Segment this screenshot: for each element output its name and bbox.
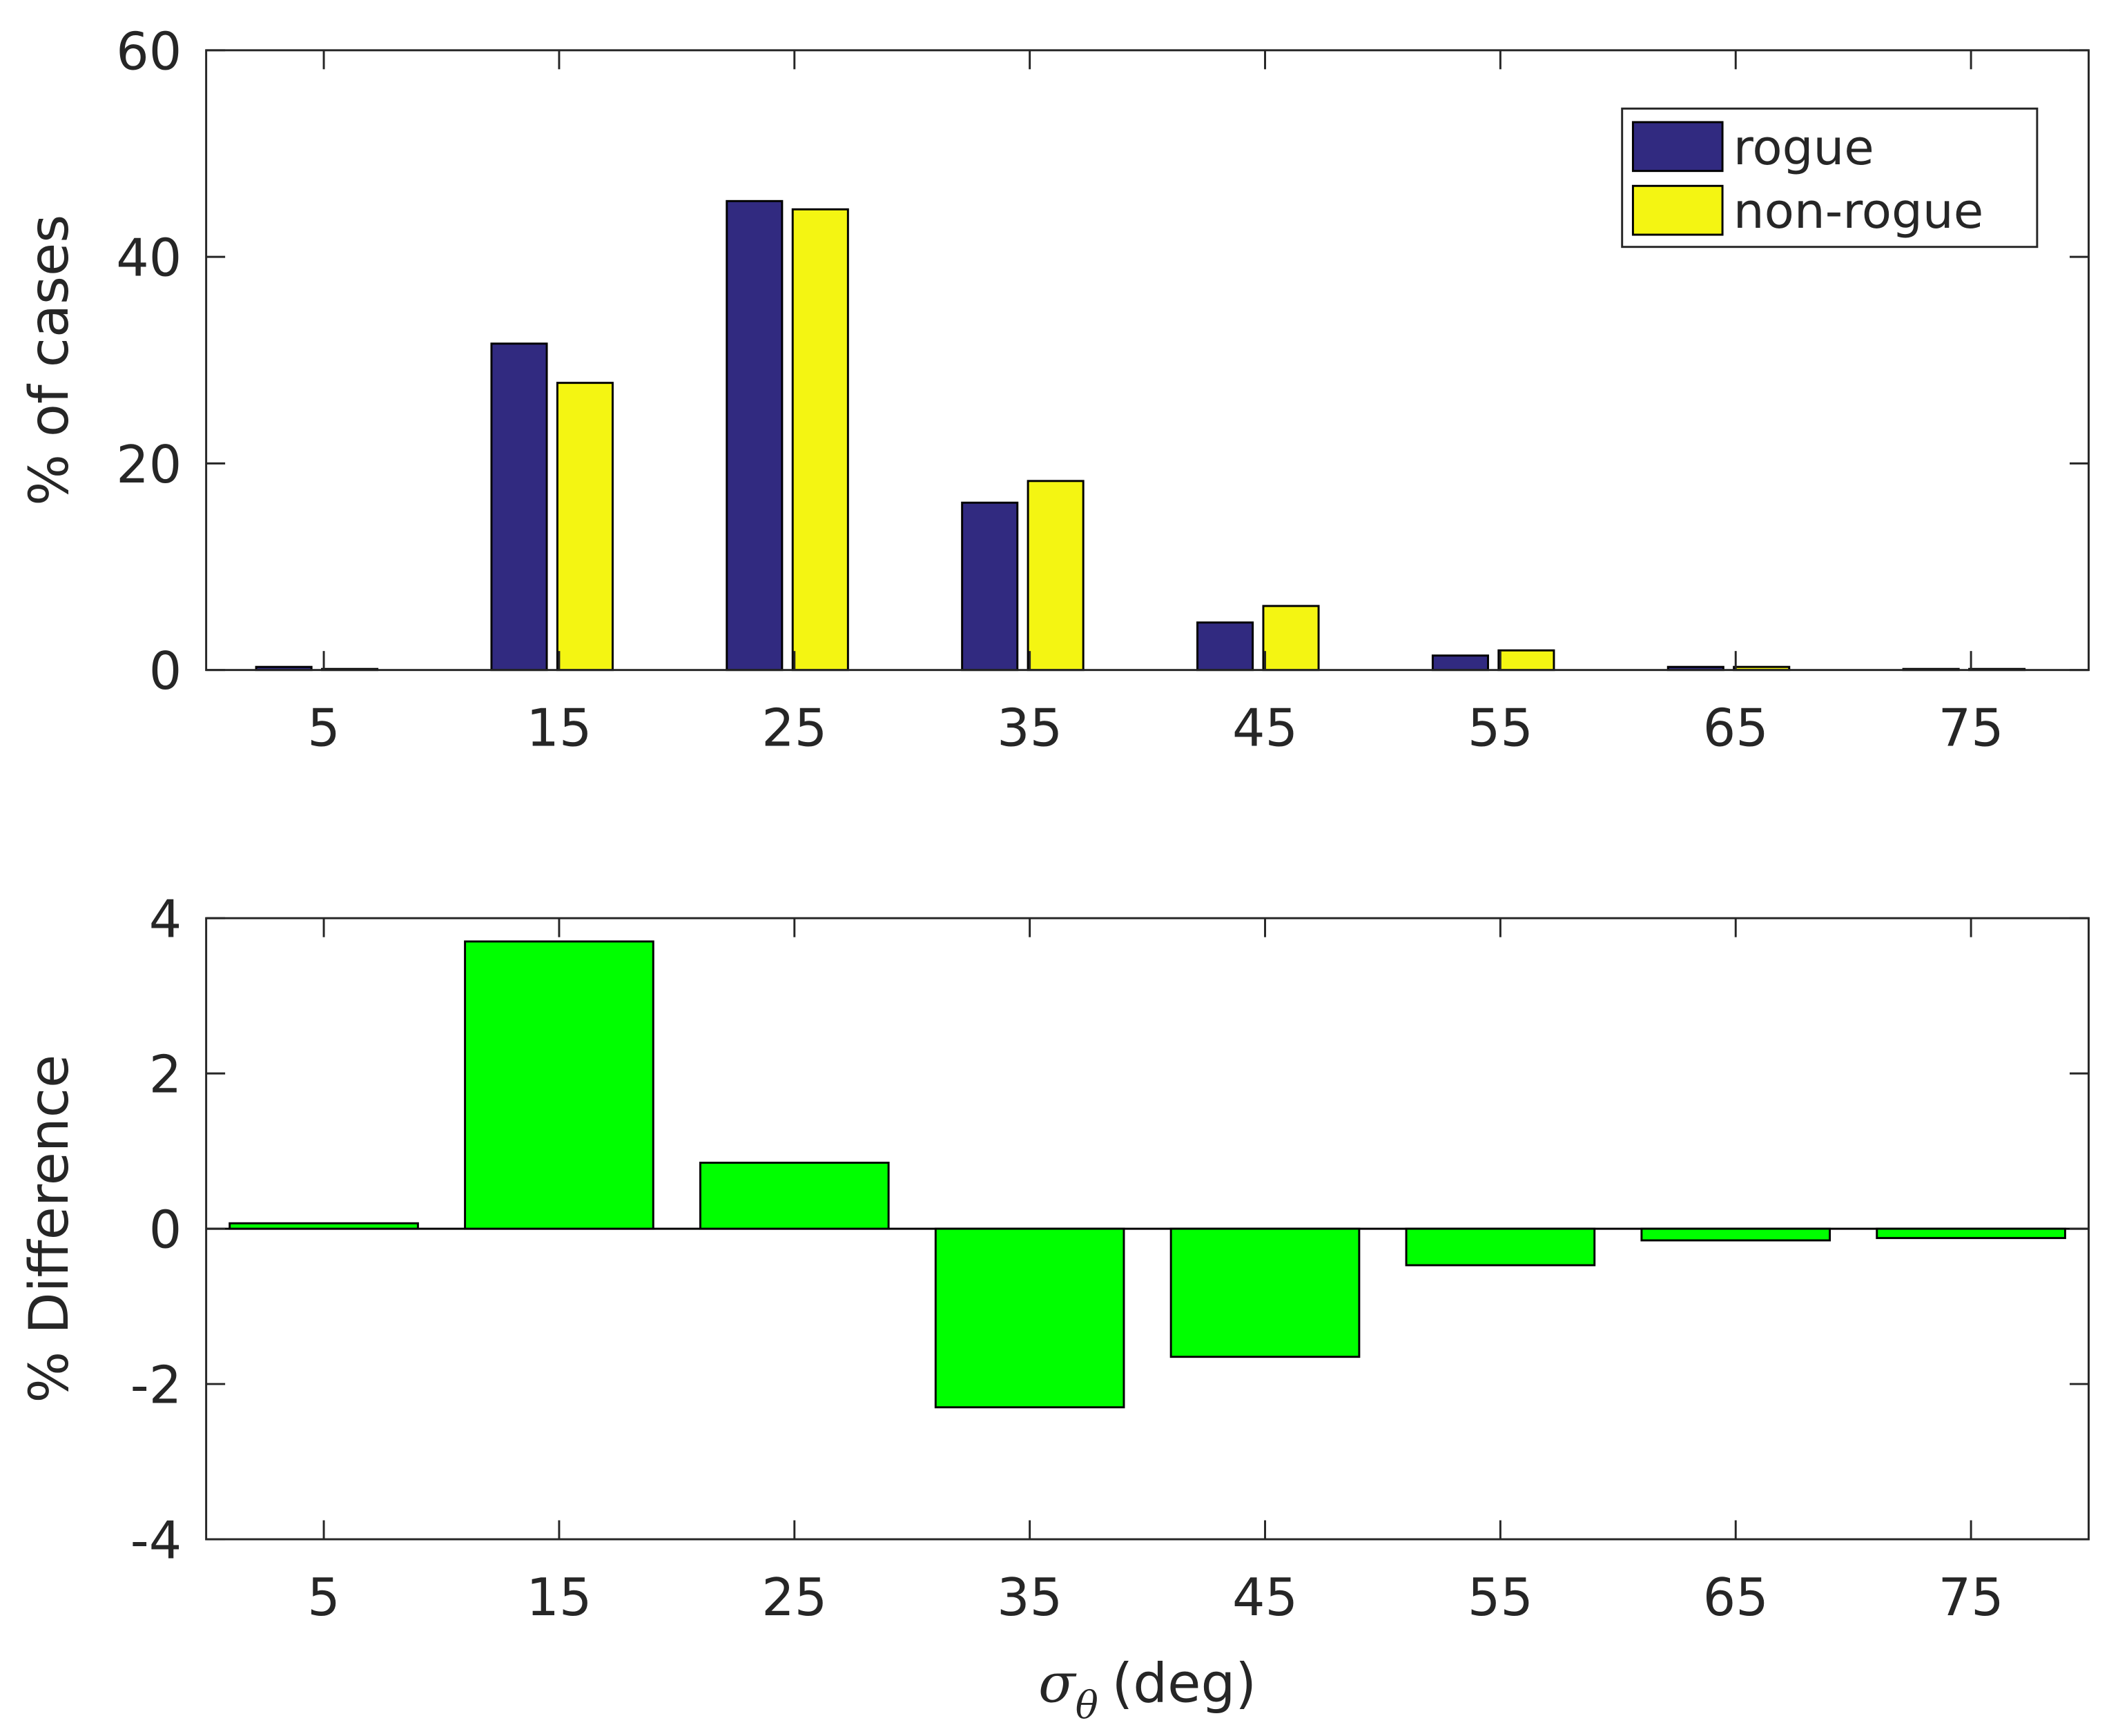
legend-swatch bbox=[1631, 121, 1724, 173]
x-tick-label: 25 bbox=[761, 1568, 827, 1628]
x-tick-label: 5 bbox=[307, 699, 340, 759]
bar bbox=[1027, 480, 1085, 672]
bar bbox=[1262, 605, 1320, 672]
x-tick-label: 5 bbox=[307, 1568, 340, 1628]
legend-label: non-rogue bbox=[1733, 182, 1983, 240]
y-tick-label: -2 bbox=[130, 1356, 182, 1416]
bar bbox=[464, 940, 654, 1230]
bar bbox=[961, 501, 1019, 672]
x-tick-label: 15 bbox=[526, 1568, 592, 1628]
bar bbox=[1169, 1227, 1361, 1358]
bar bbox=[1640, 1227, 1831, 1242]
x-tick-label: 65 bbox=[1703, 1568, 1769, 1628]
x-tick-label: 45 bbox=[1232, 1568, 1298, 1628]
x-tick-label: 65 bbox=[1703, 699, 1769, 759]
x-tick-label: 75 bbox=[1938, 699, 2004, 759]
y-tick-label: 0 bbox=[149, 641, 182, 701]
x-tick-label: 45 bbox=[1232, 699, 1298, 759]
x-tick-label: 15 bbox=[526, 699, 592, 759]
y-axis-label: % of cases bbox=[17, 215, 81, 506]
x-label-text: (deg) bbox=[1112, 1652, 1256, 1715]
bar bbox=[490, 342, 548, 672]
y-tick-label: 60 bbox=[116, 21, 182, 81]
y-tick-label: 0 bbox=[149, 1200, 182, 1260]
bar bbox=[1431, 654, 1489, 672]
bar bbox=[1405, 1227, 1596, 1267]
bar bbox=[726, 199, 784, 672]
bar bbox=[934, 1227, 1125, 1409]
x-tick-label: 35 bbox=[997, 699, 1062, 759]
x-tick-label: 35 bbox=[997, 1568, 1062, 1628]
legend-label: rogue bbox=[1733, 119, 1874, 176]
bar bbox=[1497, 649, 1555, 672]
y-tick-label: -4 bbox=[130, 1510, 182, 1570]
y-tick-label: 40 bbox=[116, 228, 182, 289]
x-axis-label: σθ (deg) bbox=[1038, 1652, 1256, 1728]
y-axis-label: % Difference bbox=[17, 1055, 81, 1403]
x-label-subscript: θ bbox=[1076, 1683, 1098, 1727]
x-tick-label: 25 bbox=[761, 699, 827, 759]
y-tick-label: 2 bbox=[149, 1045, 182, 1105]
x-tick-label: 55 bbox=[1468, 699, 1533, 759]
legend-swatch bbox=[1631, 184, 1724, 236]
x-tick-label: 75 bbox=[1938, 1568, 2004, 1628]
bar bbox=[1876, 1227, 2066, 1240]
bar bbox=[1196, 621, 1254, 672]
axes-box bbox=[205, 49, 2090, 672]
y-tick-label: 20 bbox=[116, 435, 182, 495]
bar bbox=[556, 382, 614, 672]
y-tick-label: 4 bbox=[149, 890, 182, 950]
bar bbox=[791, 208, 849, 672]
bar bbox=[229, 1222, 419, 1230]
x-tick-label: 55 bbox=[1468, 1568, 1533, 1628]
x-label-symbol: σ bbox=[1038, 1652, 1077, 1715]
bar bbox=[699, 1162, 890, 1230]
